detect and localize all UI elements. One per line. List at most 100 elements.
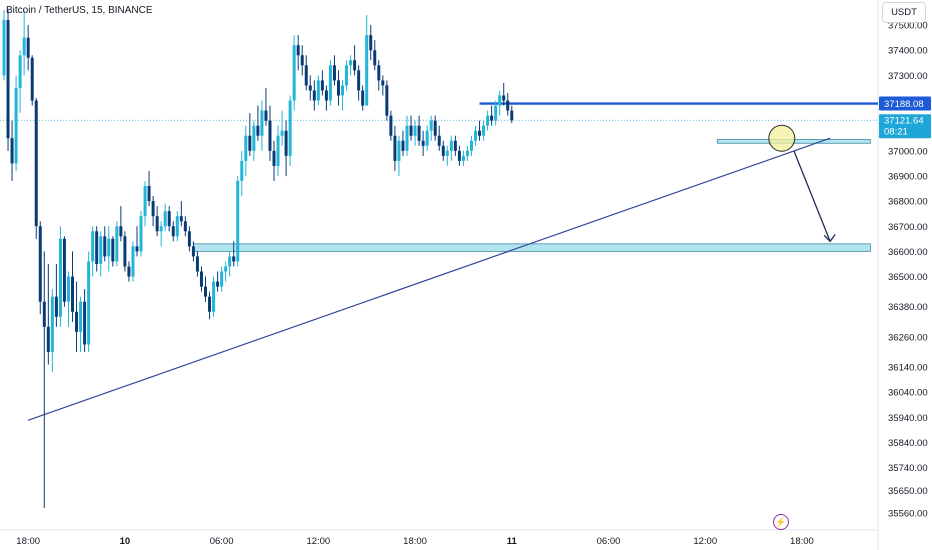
candle-body (300, 55, 304, 66)
candle (204, 276, 207, 302)
candle (30, 55, 34, 106)
candle-body (482, 125, 486, 136)
candle-body (159, 226, 163, 232)
candle (264, 87, 268, 126)
candle-body (208, 296, 212, 312)
candle-body (171, 226, 175, 237)
y-tick-label: 36700.00 (888, 222, 928, 233)
candle-body (103, 236, 107, 257)
candle-body (139, 216, 143, 252)
candle-body (79, 301, 83, 332)
candle (377, 60, 381, 91)
candle (490, 105, 494, 126)
candle-body (478, 130, 482, 136)
y-tick-label: 35650.00 (888, 486, 928, 497)
candle-body (377, 65, 381, 81)
candle (393, 125, 397, 171)
candle-body (131, 246, 135, 277)
candle (296, 35, 300, 71)
candle-body (324, 90, 328, 101)
candle-body (155, 216, 159, 232)
candle (506, 92, 510, 116)
candle-body (135, 246, 139, 252)
candle (478, 120, 482, 141)
candle (312, 80, 316, 111)
candle (381, 75, 385, 96)
candle (365, 15, 369, 106)
candle-body (58, 238, 62, 317)
x-tick-label: 18:00 (16, 536, 40, 547)
candle (95, 226, 99, 272)
lightning-icon[interactable]: ⚡ (773, 514, 789, 530)
candle (429, 115, 433, 141)
candle-body (433, 120, 437, 136)
y-tick-label: 37500.00 (888, 21, 928, 32)
candle (167, 206, 171, 232)
y-tick-label: 36140.00 (888, 363, 928, 374)
candle (50, 289, 54, 373)
candle (87, 251, 91, 352)
candle-body (115, 226, 119, 262)
x-tick-label: 18:00 (790, 536, 814, 547)
candle-body (336, 80, 340, 96)
candle (119, 206, 123, 242)
candle (99, 231, 103, 277)
candle (361, 85, 365, 111)
candle (232, 241, 236, 267)
candle-body (75, 311, 79, 332)
symbol-title[interactable]: Bitcoin / TetherUS, 15, BINANCE (6, 5, 153, 16)
current-price-tag (879, 114, 931, 139)
candle-body (365, 35, 369, 106)
candle (308, 75, 312, 101)
candle (345, 60, 349, 91)
candle-body (232, 256, 236, 262)
y-tick-label: 36600.00 (888, 247, 928, 258)
candle-body (216, 281, 220, 287)
candle-body (490, 115, 494, 121)
candle (292, 35, 296, 111)
candle-body (304, 65, 308, 86)
candle-body (353, 60, 357, 71)
candle-body (349, 60, 353, 66)
candle (127, 261, 131, 282)
candle-body (256, 125, 260, 136)
candle (187, 226, 191, 252)
candle (260, 100, 264, 151)
candle-body (62, 238, 66, 302)
candle (300, 45, 304, 76)
candle-body (332, 65, 336, 81)
candle (494, 100, 498, 126)
candle (401, 130, 405, 156)
candle (417, 115, 421, 146)
candle-body (316, 80, 320, 101)
candle-body (175, 216, 179, 237)
candle (482, 120, 486, 141)
y-tick-label: 36260.00 (888, 332, 928, 343)
y-tick-label: 36800.00 (888, 197, 928, 208)
resistance-price-label: 37188.08 (884, 99, 924, 110)
candle-body (244, 135, 248, 161)
candle-body (312, 90, 316, 101)
x-tick-label: 12:00 (306, 536, 330, 547)
candle (75, 281, 79, 352)
candle (252, 120, 256, 161)
candle-body (252, 125, 256, 151)
candle-body (320, 80, 324, 91)
candle-body (345, 65, 349, 86)
candle-body (276, 135, 280, 166)
candle (107, 226, 111, 272)
candle (385, 80, 389, 121)
candle (240, 150, 244, 197)
candle (38, 221, 42, 315)
candle (437, 125, 441, 151)
candle-body (66, 276, 70, 302)
candle (486, 110, 490, 131)
candle (135, 226, 139, 257)
currency-button[interactable]: USDT (882, 2, 926, 23)
candle-body (292, 45, 296, 101)
ascending-trendline (27, 137, 831, 421)
support-zone (193, 243, 871, 252)
candle (163, 203, 167, 232)
candle-body (18, 55, 22, 88)
